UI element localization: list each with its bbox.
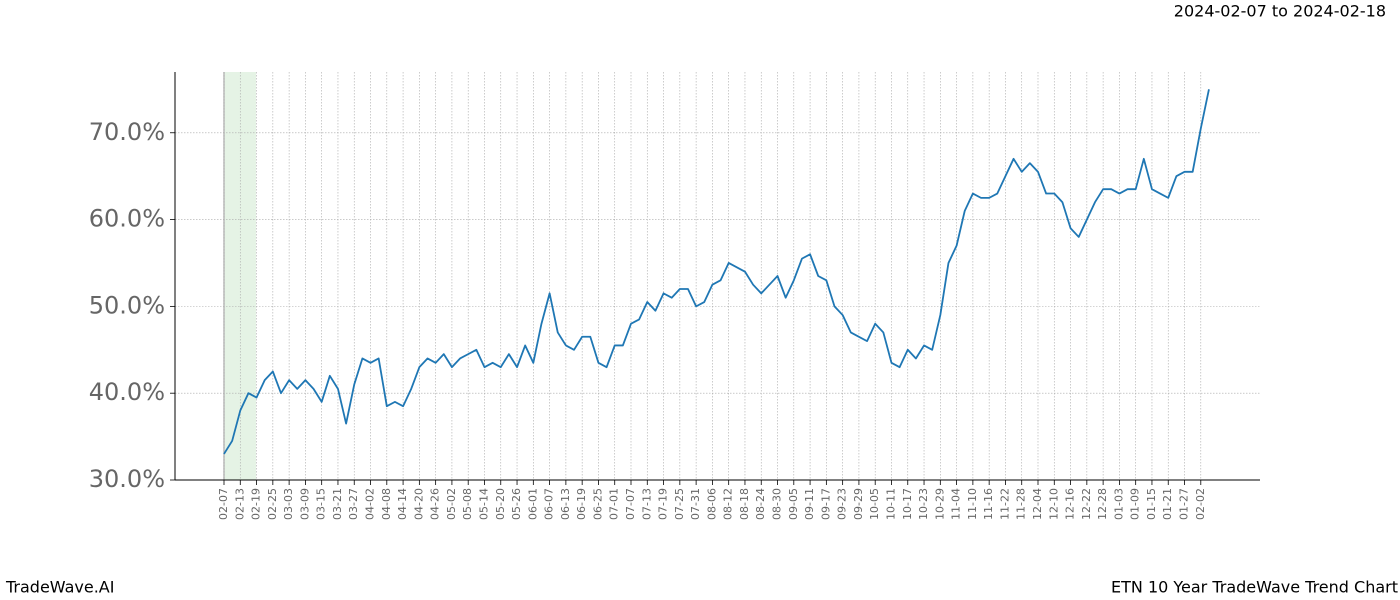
- series-line: [223, 89, 1210, 455]
- x-tick-label: 09-05: [787, 488, 800, 520]
- x-tick-label: 11-04: [950, 488, 963, 520]
- x-tick-label: 10-23: [917, 488, 930, 520]
- x-tick-label: 04-08: [380, 488, 393, 520]
- y-tick-label: 30.0%: [89, 465, 165, 493]
- x-tick-label: 05-14: [477, 488, 490, 520]
- x-tick-label: 07-25: [673, 488, 686, 520]
- x-tick-label: 03-03: [282, 488, 295, 520]
- x-tick-label: 10-17: [901, 488, 914, 520]
- x-tick-label: 04-02: [364, 488, 377, 520]
- x-tick-label: 02-25: [266, 488, 279, 520]
- x-tick-label: 01-21: [1161, 488, 1174, 520]
- x-tick-label: 10-11: [884, 488, 897, 520]
- x-tick-label: 10-05: [868, 488, 881, 520]
- source: TradeWave.AI: [5, 578, 114, 597]
- x-tick-label: 07-19: [657, 488, 670, 520]
- chart-subtitle: 2024-02-07 to 2024-02-18: [1174, 2, 1386, 21]
- x-tick-label: 05-08: [461, 488, 474, 520]
- x-tick-label: 01-27: [1178, 488, 1191, 520]
- x-tick-label: 12-04: [1031, 488, 1044, 520]
- x-tick-label: 07-13: [640, 488, 653, 520]
- x-tick-label: 11-28: [1015, 488, 1028, 520]
- x-tick-label: 08-18: [738, 488, 751, 520]
- x-tick-label: 03-21: [331, 488, 344, 520]
- x-tick-label: 10-29: [933, 488, 946, 520]
- x-tick-label: 08-12: [722, 488, 735, 520]
- y-tick-label: 70.0%: [89, 118, 165, 146]
- x-tick-label: 06-25: [591, 488, 604, 520]
- x-tick-label: 08-30: [771, 488, 784, 520]
- x-tick-label: 04-20: [412, 488, 425, 520]
- y-tick-label: 50.0%: [89, 291, 165, 319]
- x-tick-label: 01-03: [1112, 488, 1125, 520]
- x-tick-label: 08-06: [705, 488, 718, 520]
- x-tick-label: 02-13: [233, 488, 246, 520]
- x-tick-label: 02-07: [217, 488, 230, 520]
- x-tick-label: 09-23: [836, 488, 849, 520]
- x-tick-label: 06-19: [575, 488, 588, 520]
- x-tick-label: 09-17: [819, 488, 832, 520]
- x-tick-label: 11-10: [966, 488, 979, 520]
- x-tick-label: 07-07: [624, 488, 637, 520]
- x-tick-label: 02-02: [1194, 488, 1207, 520]
- x-tick-label: 06-13: [559, 488, 572, 520]
- x-tick-label: 11-22: [998, 488, 1011, 520]
- x-tick-label: 12-22: [1080, 488, 1093, 520]
- y-tick-label: 60.0%: [89, 205, 165, 233]
- chart-title: ETN 10 Year TradeWave Trend Chart: [1111, 578, 1398, 597]
- x-tick-label: 08-24: [754, 488, 767, 520]
- x-tick-label: 01-09: [1129, 488, 1142, 520]
- y-tick-label: 40.0%: [89, 378, 165, 406]
- x-tick-label: 05-20: [494, 488, 507, 520]
- x-tick-label: 12-10: [1047, 488, 1060, 520]
- x-tick-label: 11-16: [982, 488, 995, 520]
- x-tick-label: 05-02: [445, 488, 458, 520]
- x-tick-label: 09-11: [803, 488, 816, 520]
- x-tick-label: 05-26: [510, 488, 523, 520]
- x-tick-label: 03-09: [298, 488, 311, 520]
- x-tick-label: 03-15: [315, 488, 328, 520]
- x-tick-label: 07-31: [689, 488, 702, 520]
- x-tick-label: 04-26: [429, 488, 442, 520]
- x-tick-label: 03-27: [347, 488, 360, 520]
- x-tick-label: 12-16: [1064, 488, 1077, 520]
- x-tick-label: 12-28: [1096, 488, 1109, 520]
- x-tick-label: 02-19: [250, 488, 263, 520]
- x-tick-label: 09-29: [852, 488, 865, 520]
- x-tick-label: 04-14: [396, 488, 409, 520]
- x-tick-label: 06-07: [543, 488, 556, 520]
- x-tick-label: 06-01: [526, 488, 539, 520]
- x-tick-label: 01-15: [1145, 488, 1158, 520]
- x-tick-label: 07-01: [608, 488, 621, 520]
